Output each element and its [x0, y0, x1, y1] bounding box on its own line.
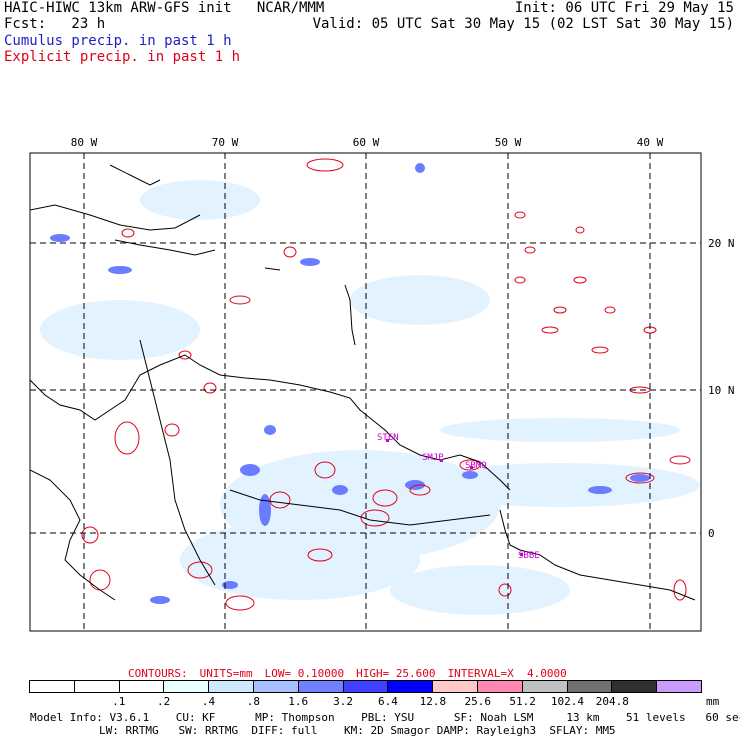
forecast-hour: Fcst: 23 h: [4, 16, 106, 32]
color-bar: [29, 680, 702, 693]
color-bar-tick: 6.4: [378, 695, 398, 708]
contour-label: CONTOURS:: [128, 667, 188, 680]
color-bar-tick: 102.4: [550, 695, 585, 708]
color-bar-swatch: [388, 681, 434, 692]
contour-info: CONTOURS: UNITS=mm LOW= 0.10000 HIGH= 25.60…: [128, 667, 579, 680]
init-time: Init: 06 UTC Fri 29 May 15: [514, 0, 734, 16]
lon-label: 60 W: [353, 136, 380, 149]
lon-label: 80 W: [71, 136, 98, 149]
station-dot-sbmq: [470, 466, 473, 469]
color-bar-swatch: [119, 681, 165, 692]
color-bar-swatch: [30, 681, 75, 692]
station-label: SMJP: [422, 453, 444, 463]
station-dot-sbbe: [520, 553, 523, 556]
color-bar-swatch: [74, 681, 120, 692]
color-bar-tick: 1.6: [288, 695, 309, 708]
lon-label: 50 W: [495, 136, 522, 149]
lat-label: 10 N: [708, 384, 735, 397]
color-bar-tick: 3.2: [333, 695, 354, 708]
color-bar-swatch: [612, 681, 658, 692]
model-title: HAIC-HIWC 13km ARW-GFS init NCAR/MMM: [4, 0, 325, 16]
lat-label: 20 N: [708, 237, 735, 250]
contour-high: HIGH= 25.600: [356, 667, 436, 680]
station-label: STEN: [377, 433, 399, 443]
valid-time: Valid: 05 UTC Sat 30 May 15 (02 LST Sat …: [312, 16, 734, 32]
model-info-line1: Model Info: V3.6.1 CU: KF MP: Thompson P…: [30, 711, 740, 724]
lat-lon-grid: [30, 153, 701, 631]
contour-units: UNITS=mm: [199, 667, 253, 680]
station-label: SBMQ: [465, 461, 487, 471]
color-bar-swatch: [433, 681, 478, 692]
lon-label: 40 W: [637, 136, 664, 149]
color-bar-swatch: [209, 681, 254, 692]
station-label: SBBE: [518, 551, 540, 561]
model-info-line2: LW: RRTMG SW: RRTMG DIFF: full KM: 2D Sm…: [99, 724, 616, 737]
color-bar-swatch: [657, 681, 701, 692]
color-bar-swatch: [477, 681, 523, 692]
color-bar-swatch: [522, 681, 568, 692]
color-bar-tick: 51.2: [509, 695, 536, 708]
color-bar-tick: .8: [246, 695, 260, 708]
color-bar-tick: 25.6: [464, 695, 491, 708]
color-bar-swatch: [343, 681, 389, 692]
color-bar-swatch: [298, 681, 344, 692]
lat-label: 0: [708, 527, 715, 540]
legend-cumulus: Cumulus precip. in past 1 h: [4, 33, 232, 49]
legend-explicit: Explicit precip. in past 1 h: [4, 49, 241, 65]
color-bar-swatch: [567, 681, 613, 692]
color-bar-tick: 12.8: [419, 695, 447, 708]
cumulus-precip: [50, 163, 650, 604]
contour-low: LOW= 0.10000: [264, 667, 345, 680]
color-bar-swatch: [164, 681, 210, 692]
color-bar-tick: .2: [157, 695, 171, 708]
contour-interval: INTERVAL=X 4.0000: [447, 667, 567, 680]
color-bar-tick: 204.8: [595, 695, 629, 708]
color-bar-tick: .1: [112, 695, 126, 708]
color-bar-units: mm: [706, 695, 720, 708]
lon-label: 70 W: [212, 136, 239, 149]
station-dot-sten: [386, 439, 389, 442]
color-bar-tick: .4: [201, 695, 216, 708]
station-dot-smjp: [440, 459, 443, 462]
color-bar-swatch: [253, 681, 299, 692]
